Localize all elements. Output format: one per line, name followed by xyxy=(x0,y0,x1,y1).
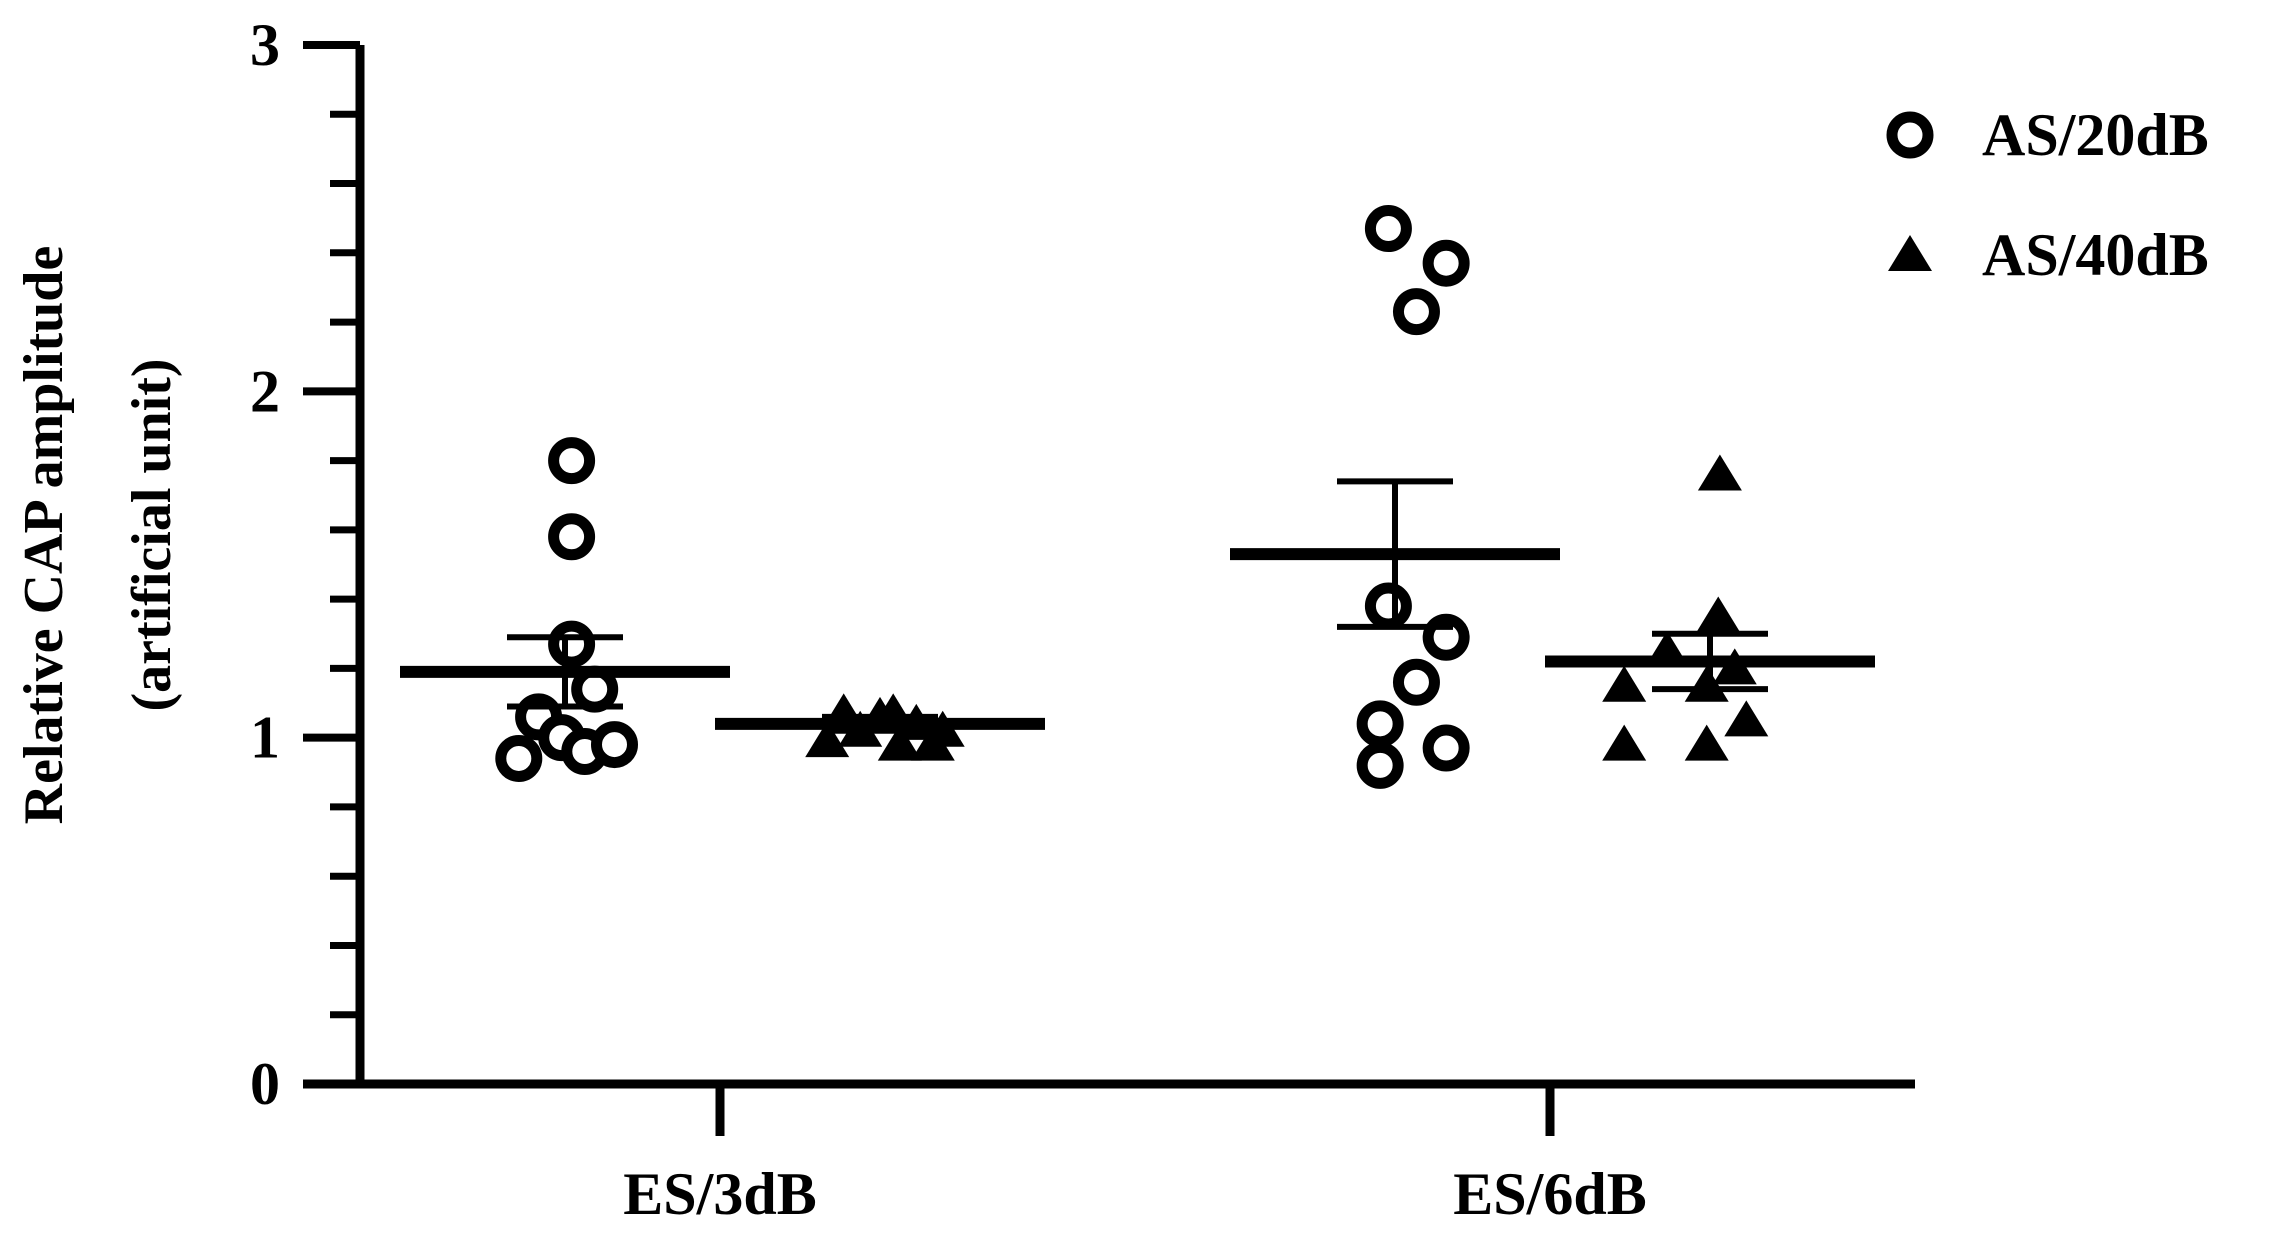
point-as-20db-es-3db-7 xyxy=(548,513,596,561)
point-as-20db-es-6db-5 xyxy=(1364,582,1412,630)
x-tick-label-es-6db: ES/6dB xyxy=(1453,1161,1646,1227)
point-as-40db-es-6db-3 xyxy=(1684,724,1729,761)
point-as-20db-es-3db-4 xyxy=(591,721,638,769)
point-as-20db-es-6db-1 xyxy=(1356,700,1404,748)
point-as-40db-es-6db-4 xyxy=(1684,665,1729,702)
point-as-20db-es-3db-6 xyxy=(548,620,596,668)
point-as-20db-es-6db-3 xyxy=(1422,724,1470,772)
y-axis-label-line1: Relative CAP amplitude xyxy=(13,246,75,825)
point-as-20db-es-6db-6 xyxy=(1392,288,1440,336)
chart-axes: 0 1 2 3 ES/3dB ES/6dB xyxy=(250,12,1915,1227)
y-tick-label-0: 0 xyxy=(250,1051,280,1117)
point-as-40db-es-6db-1 xyxy=(1602,665,1647,702)
point-as-40db-es-6db-0 xyxy=(1602,724,1647,761)
point-as-20db-es-6db-2 xyxy=(1392,658,1440,706)
point-as-40db-es-6db-8 xyxy=(1697,454,1742,491)
point-as-40db-es-3db-0 xyxy=(805,721,850,758)
point-as-20db-es-6db-7 xyxy=(1422,239,1470,287)
point-as-40db-es-6db-5 xyxy=(1696,596,1741,633)
point-as-20db-es-3db-8 xyxy=(548,437,596,485)
legend-marker-as-40db xyxy=(1888,235,1932,271)
legend-label-as-40db: AS/40dB xyxy=(1982,222,2209,288)
y-tick-label-3: 3 xyxy=(250,12,280,78)
point-as-20db-es-6db-0 xyxy=(1356,741,1404,789)
legend-marker-as-20db xyxy=(1886,111,1934,159)
y-axis-label-line2: (artificial unit) xyxy=(121,358,183,711)
legend-label-as-20db: AS/20dB xyxy=(1982,102,2209,168)
point-as-20db-es-6db-8 xyxy=(1364,205,1412,253)
legend: AS/20dB AS/40dB xyxy=(1886,102,2209,288)
point-as-20db-es-3db-0 xyxy=(495,734,543,782)
point-as-40db-es-3db-5 xyxy=(877,724,922,761)
x-tick-label-es-3db: ES/3dB xyxy=(623,1161,816,1227)
chart-marks xyxy=(400,205,1875,789)
point-as-40db-es-6db-7 xyxy=(1724,700,1769,737)
y-tick-label-2: 2 xyxy=(250,358,280,424)
y-tick-label-1: 1 xyxy=(250,705,280,771)
